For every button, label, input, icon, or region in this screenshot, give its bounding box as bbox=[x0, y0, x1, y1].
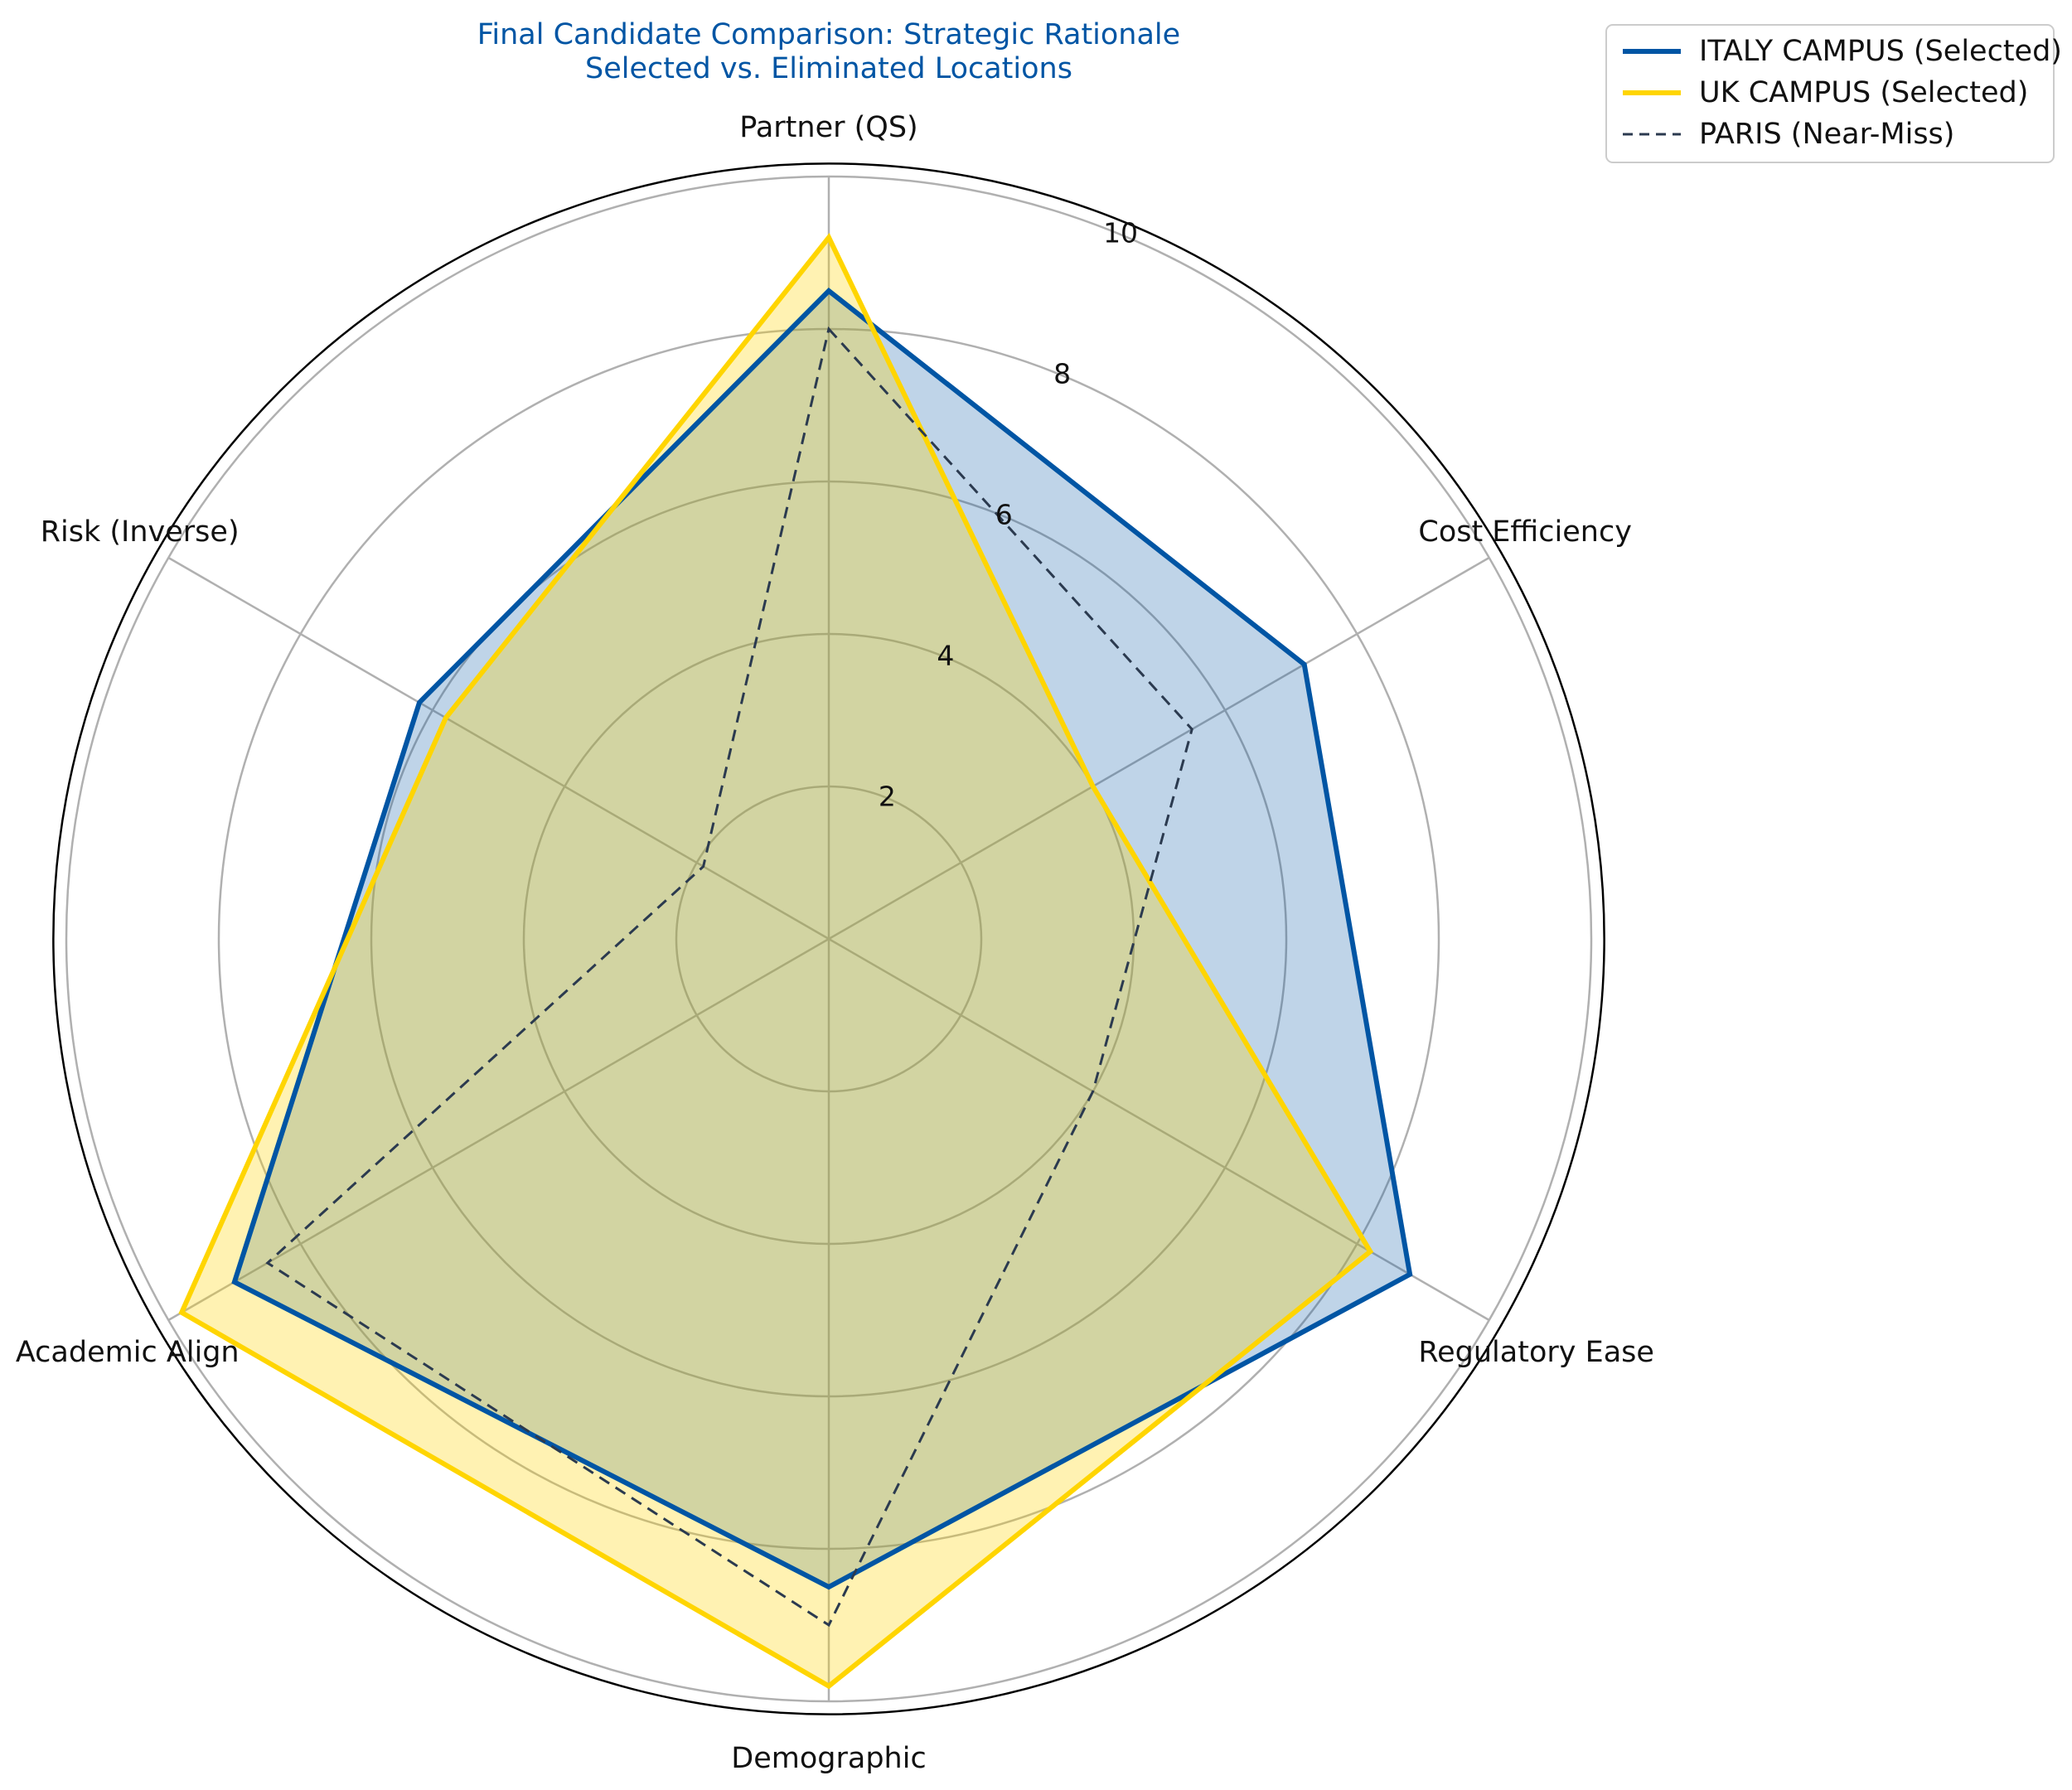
legend-label-1: ITALY CAMPUS (Selected) bbox=[1699, 35, 2062, 68]
frame-circle bbox=[52, 162, 1605, 1715]
axis-label-6: Risk (Inverse) bbox=[41, 515, 240, 549]
spoke-5 bbox=[167, 937, 830, 1322]
legend: ITALY CAMPUS (Selected) UK CAMPUS (Select… bbox=[1605, 24, 2062, 163]
r-tick-label-1: 2 bbox=[879, 781, 896, 813]
series-fill-2 bbox=[182, 237, 1371, 1686]
legend-label-2: UK CAMPUS (Selected) bbox=[1699, 76, 2028, 109]
r-tick-label-5: 10 bbox=[1103, 217, 1138, 249]
series-line-2 bbox=[178, 232, 1374, 1690]
axis-label-4: Demographic bbox=[731, 1742, 926, 1775]
axis-label-layer: Partner (QS) Cost Efficiency Regulatory Ea… bbox=[16, 111, 1654, 1775]
axis-label-3: Regulatory Ease bbox=[1418, 1336, 1654, 1369]
legend-box bbox=[1605, 24, 2055, 163]
series-layer bbox=[178, 232, 1413, 1690]
axis-label-2: Cost Efficiency bbox=[1418, 515, 1632, 549]
spoke-6 bbox=[167, 556, 830, 941]
legend-label-3: PARIS (Near-Miss) bbox=[1699, 118, 1954, 151]
spoke-2 bbox=[828, 556, 1490, 941]
spoke-3 bbox=[828, 937, 1490, 1322]
series-line-1 bbox=[231, 287, 1413, 1590]
r-tick-label-4: 8 bbox=[1053, 358, 1071, 390]
axis-label-1: Partner (QS) bbox=[739, 111, 917, 144]
tick-label-layer: 2 4 6 8 10 bbox=[879, 217, 1138, 813]
grid-layer bbox=[52, 162, 1605, 1715]
series-line-3 bbox=[265, 326, 1193, 1628]
chart-title-line-1: Final Candidate Comparison: Strategic Ra… bbox=[477, 18, 1180, 51]
axis-label-5: Academic Align bbox=[16, 1336, 240, 1369]
chart-title-line-2: Selected vs. Eliminated Locations bbox=[585, 52, 1072, 85]
r-tick-label-3: 6 bbox=[995, 499, 1013, 531]
r-tick-label-2: 4 bbox=[937, 640, 954, 672]
